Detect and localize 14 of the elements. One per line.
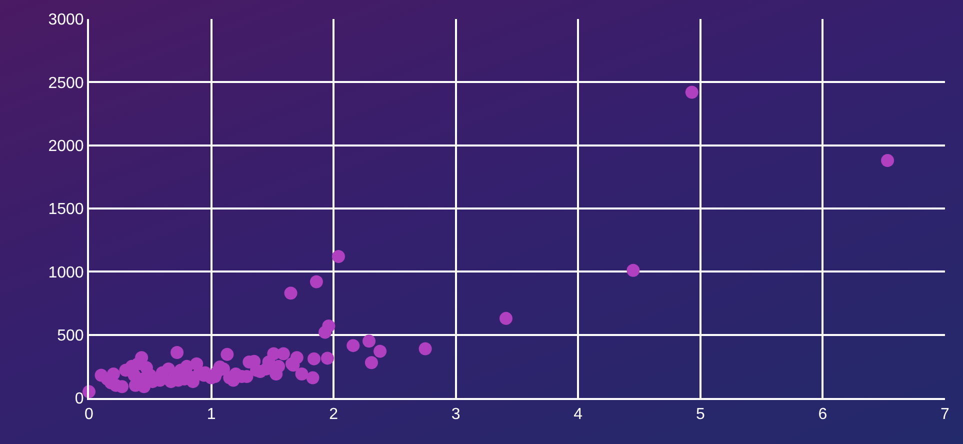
x-tick-label: 6	[818, 406, 828, 424]
x-tick-label: 1	[206, 406, 216, 424]
x-tick-label: 2	[329, 406, 338, 424]
y-tick-label: 1500	[48, 201, 84, 218]
x-tick-label: 5	[696, 406, 705, 424]
y-tick-label: 3000	[48, 12, 84, 29]
y-tick-label: 2000	[48, 138, 84, 155]
y-tick-label: 500	[57, 327, 84, 344]
x-tick-label: 4	[574, 406, 583, 424]
y-tick-label: 2500	[48, 74, 84, 92]
y-tick-label: 0	[74, 390, 84, 408]
y-tick-label: 1000	[48, 264, 84, 282]
x-tick-label: 3	[451, 406, 460, 424]
x-tick-label: 7	[940, 406, 950, 424]
